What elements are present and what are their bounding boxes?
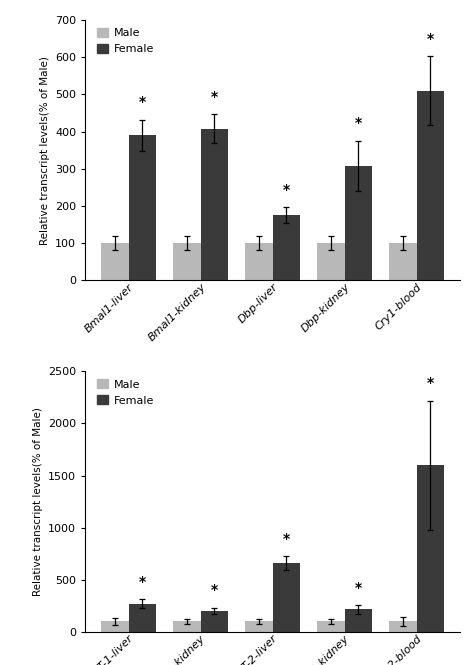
Text: *: * bbox=[139, 95, 146, 109]
Bar bbox=[245, 621, 273, 632]
Bar bbox=[173, 621, 201, 632]
Y-axis label: Relative transcript levels(% of Male): Relative transcript levels(% of Male) bbox=[33, 407, 43, 596]
Bar bbox=[273, 215, 300, 280]
Legend: Male, Female: Male, Female bbox=[95, 25, 156, 57]
Bar bbox=[173, 243, 201, 280]
Bar bbox=[317, 243, 345, 280]
Text: *: * bbox=[283, 531, 290, 545]
Bar bbox=[273, 563, 300, 632]
Bar bbox=[417, 465, 444, 632]
Bar bbox=[101, 621, 128, 632]
Text: *: * bbox=[139, 575, 146, 589]
Bar bbox=[389, 243, 417, 280]
Text: *: * bbox=[210, 90, 218, 104]
Text: *: * bbox=[427, 32, 434, 46]
Bar bbox=[317, 621, 345, 632]
Bar bbox=[417, 90, 444, 280]
Bar bbox=[389, 621, 417, 632]
Bar bbox=[201, 611, 228, 632]
Bar bbox=[345, 609, 372, 632]
Bar bbox=[345, 166, 372, 280]
Bar bbox=[128, 135, 156, 280]
Text: *: * bbox=[210, 583, 218, 597]
Text: *: * bbox=[355, 581, 362, 595]
Bar bbox=[101, 243, 128, 280]
Bar bbox=[245, 243, 273, 280]
Legend: Male, Female: Male, Female bbox=[95, 377, 156, 408]
Text: *: * bbox=[355, 116, 362, 130]
Text: *: * bbox=[427, 376, 434, 390]
Bar bbox=[201, 128, 228, 280]
Bar bbox=[128, 604, 156, 632]
Text: *: * bbox=[283, 183, 290, 197]
Y-axis label: Relative transcript levels(% of Male): Relative transcript levels(% of Male) bbox=[40, 56, 50, 245]
